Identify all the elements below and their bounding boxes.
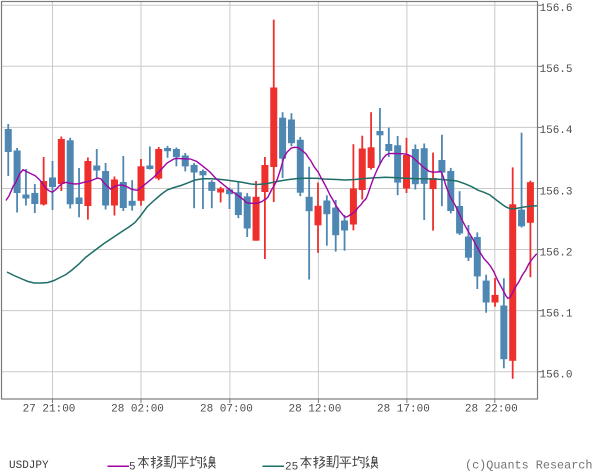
- svg-text:28 22:00: 28 22:00: [465, 404, 518, 416]
- svg-text:USDJPY: USDJPY: [9, 460, 49, 472]
- svg-text:156.5: 156.5: [540, 64, 573, 76]
- svg-text:156.6: 156.6: [540, 3, 573, 15]
- svg-text:156.3: 156.3: [540, 186, 573, 198]
- svg-text:28 12:00: 28 12:00: [288, 404, 341, 416]
- svg-text:27 21:00: 27 21:00: [23, 404, 76, 416]
- svg-text:28 17:00: 28 17:00: [377, 404, 430, 416]
- svg-text:156.4: 156.4: [540, 125, 573, 137]
- svg-text:156.2: 156.2: [540, 247, 573, 259]
- svg-text:5: 5: [129, 462, 136, 474]
- svg-text:(c)Quants Research: (c)Quants Research: [465, 459, 592, 473]
- svg-text:28 02:00: 28 02:00: [111, 404, 164, 416]
- svg-text:25: 25: [285, 462, 298, 474]
- svg-text:156.0: 156.0: [540, 370, 573, 382]
- svg-text:28 07:00: 28 07:00: [200, 404, 253, 416]
- svg-text:156.1: 156.1: [540, 308, 573, 320]
